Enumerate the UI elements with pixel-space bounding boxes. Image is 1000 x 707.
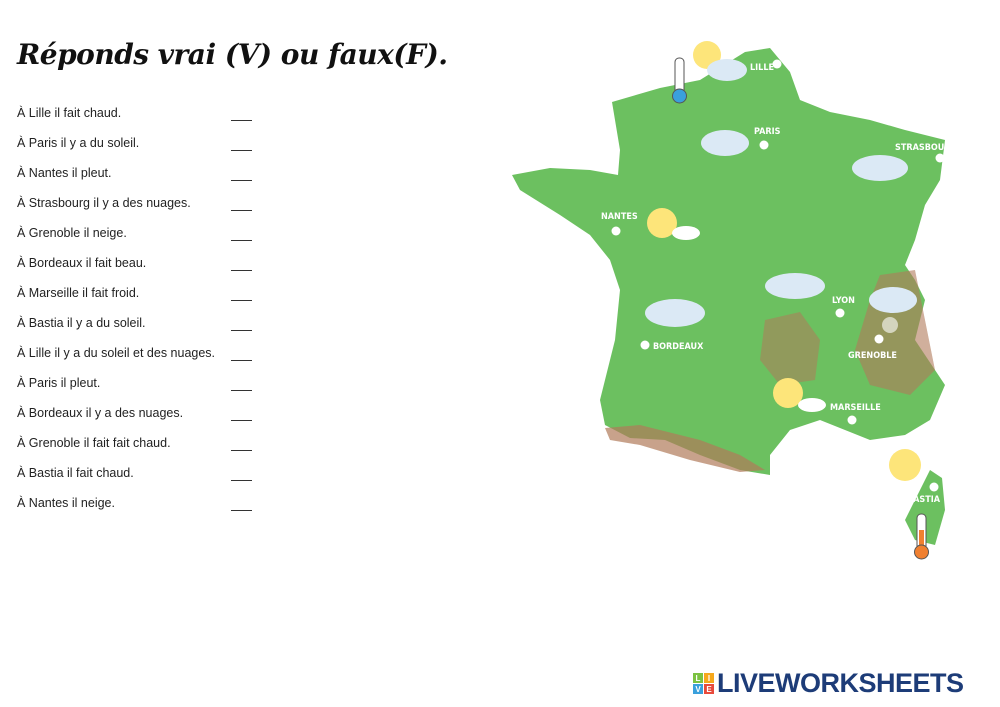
city-dot (935, 153, 945, 163)
question-text: À Bordeaux il y a des nuages. (17, 406, 184, 420)
thermometer-hot-icon (914, 513, 929, 560)
city-label: GRENOBLE (848, 351, 897, 361)
question-text: À Grenoble il neige. (17, 226, 127, 240)
city-label: LYON (832, 296, 855, 306)
city-dot (772, 59, 782, 69)
answer-blank[interactable] (231, 314, 252, 331)
page-title: Réponds vrai (V) ou faux(F). (17, 38, 448, 71)
city-label: MARSEILLE (830, 403, 881, 413)
sun-icon (889, 449, 921, 481)
sun-icon (647, 208, 700, 240)
question-text: À Bastia il fait chaud. (17, 466, 134, 480)
cloud-icon (852, 155, 908, 181)
city-dot (835, 308, 845, 318)
question-text: À Nantes il pleut. (17, 166, 112, 180)
snow-cloud-icon (869, 287, 917, 333)
city-markers: LILLE PARIS STRASBOURG NANTES LYON BORDEAUX GR… (601, 59, 958, 505)
city-dot (874, 334, 884, 344)
mountain-pyrenees (605, 425, 765, 472)
thermometer-cold-icon (672, 57, 687, 104)
question-text: À Bastia il y a du soleil. (17, 316, 146, 330)
city-label: PARIS (754, 127, 781, 137)
city-label: BORDEAUX (653, 342, 704, 352)
question-text: À Grenoble il fait fait chaud. (17, 436, 171, 450)
city-dot (847, 415, 857, 425)
answer-blank[interactable] (231, 434, 252, 451)
answer-blank[interactable] (231, 254, 252, 271)
france-mainland (512, 48, 945, 475)
answer-blank[interactable] (231, 194, 252, 211)
answer-blank[interactable] (231, 224, 252, 241)
mountain-massif-central (760, 312, 820, 385)
question-text: À Marseille il fait froid. (17, 286, 140, 300)
question-text: À Paris il pleut. (17, 376, 101, 390)
question-text: À Strasbourg il y a des nuages. (17, 196, 191, 210)
question-text: À Nantes il neige. (17, 496, 115, 510)
cloud-icon (765, 273, 825, 299)
city-dot (759, 140, 769, 150)
cloud-icon (707, 59, 747, 81)
city-dot (640, 340, 650, 350)
question-text: À Lille il fait chaud. (17, 106, 122, 120)
city-dot (611, 226, 621, 236)
logo-block: I (704, 673, 714, 683)
question-text: À Paris il y a du soleil. (17, 136, 140, 150)
answer-blank[interactable] (231, 464, 252, 481)
logo-text: LIVEWORKSHEETS (717, 668, 964, 698)
sun-icon (773, 378, 826, 412)
city-label: NANTES (601, 212, 638, 222)
answer-blank[interactable] (231, 134, 252, 151)
city-label: BASTIA (907, 495, 941, 505)
answer-blank[interactable] (231, 164, 252, 181)
answer-blank[interactable] (231, 344, 252, 361)
answer-blank[interactable] (231, 494, 252, 511)
cloud-icon (645, 299, 705, 327)
france-weather-map: LILLE PARIS STRASBOURG NANTES LYON BORDEAUX GR… (512, 41, 958, 560)
answer-blank[interactable] (231, 284, 252, 301)
rain-cloud-icon (701, 130, 749, 156)
answer-blank[interactable] (231, 404, 252, 421)
logo-block: L (693, 673, 703, 683)
answer-blank[interactable] (231, 374, 252, 391)
city-label: LILLE (750, 63, 774, 73)
question-text: À Lille il y a du soleil et des nuages. (17, 346, 216, 360)
question-text: À Bordeaux il fait beau. (17, 256, 147, 270)
logo-block: V (693, 684, 703, 694)
city-label: STRASBOURG (895, 143, 958, 153)
city-dot (929, 482, 939, 492)
answer-blank[interactable] (231, 104, 252, 121)
logo-block: E (704, 684, 714, 694)
